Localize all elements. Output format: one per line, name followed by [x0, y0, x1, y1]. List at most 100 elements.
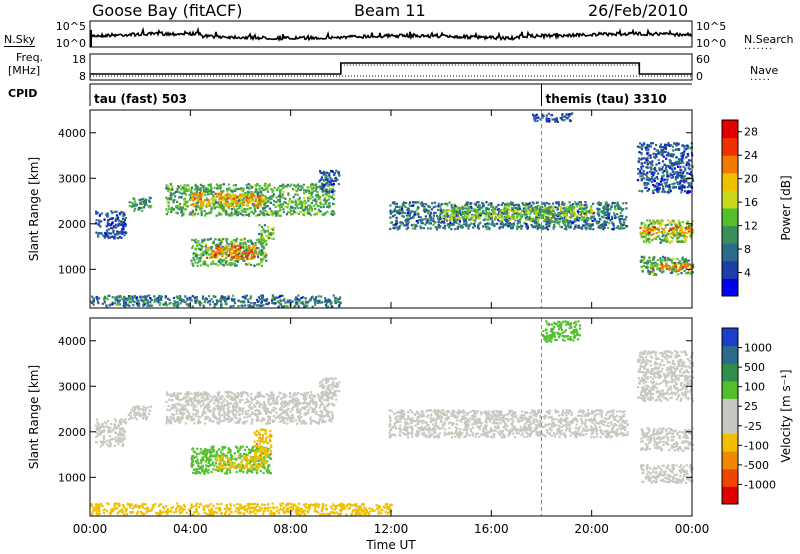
data-cell [286, 299, 289, 302]
data-cell [190, 196, 193, 199]
data-cell [462, 218, 465, 221]
data-cell [196, 185, 199, 188]
data-cell [267, 234, 270, 237]
data-cell [568, 226, 571, 229]
data-cell [227, 254, 230, 257]
data-cell [465, 213, 468, 216]
data-cell [266, 205, 269, 208]
data-cell [562, 207, 565, 210]
data-cell [199, 194, 202, 197]
data-cell [179, 206, 182, 209]
data-cell [672, 267, 675, 271]
data-cell [230, 201, 234, 204]
data-cell [306, 187, 309, 191]
data-cell [110, 430, 113, 433]
data-cell [282, 211, 285, 214]
data-cell [271, 294, 274, 297]
data-cell [650, 222, 653, 225]
data-cell [674, 270, 677, 273]
data-cell [322, 203, 325, 206]
data-cell [499, 214, 502, 217]
data-cell [167, 201, 170, 204]
data-cell [429, 219, 432, 222]
data-cell [418, 219, 421, 222]
data-cell [687, 162, 690, 165]
data-cell [277, 195, 280, 198]
data-cell [267, 200, 271, 203]
data-cell [234, 193, 237, 196]
data-cell [571, 221, 574, 225]
data-cell [228, 214, 231, 217]
data-cell [315, 202, 318, 205]
data-cell [662, 228, 665, 231]
data-cell [95, 431, 98, 434]
data-cell [532, 202, 535, 205]
data-cell [179, 207, 182, 210]
data-cell [141, 209, 144, 212]
data-cell [686, 190, 689, 193]
data-cell [319, 198, 322, 201]
data-cell [585, 223, 589, 226]
data-cell [523, 210, 526, 213]
data-cell [658, 169, 661, 172]
data-cell [463, 211, 466, 214]
data-cell [143, 412, 146, 415]
data-cell [433, 201, 436, 204]
data-cell [648, 265, 651, 268]
data-cell [328, 191, 331, 194]
data-cell [197, 212, 200, 216]
data-cell [134, 405, 137, 409]
data-cell [560, 215, 563, 218]
data-cell [528, 215, 531, 219]
data-cell [128, 418, 131, 421]
data-cell [516, 212, 519, 215]
data-cell [643, 240, 647, 244]
data-cell [398, 212, 401, 215]
data-cell [326, 179, 329, 182]
data-cell [219, 187, 222, 190]
data-cell [432, 219, 435, 222]
data-cell [637, 168, 640, 171]
data-cell [196, 261, 199, 264]
data-cell [677, 165, 680, 168]
data-cell [127, 299, 130, 302]
data-cell [304, 208, 307, 211]
data-cell [646, 259, 649, 262]
data-cell [295, 205, 298, 208]
data-cell [298, 196, 301, 199]
data-cell [259, 202, 262, 205]
data-cell [411, 227, 414, 230]
data-cell [294, 193, 297, 196]
data-cell [316, 190, 319, 194]
data-cell [501, 217, 504, 220]
data-cell [676, 176, 679, 179]
data-cell [491, 214, 494, 217]
data-cell [208, 204, 211, 207]
data-cell [567, 221, 570, 224]
data-cell [680, 152, 683, 155]
data-cell [326, 193, 329, 196]
data-cell [607, 216, 610, 219]
data-cell [583, 221, 586, 224]
data-cell [292, 209, 295, 212]
data-cell [238, 199, 241, 202]
data-cell [289, 299, 292, 302]
data-cell [466, 204, 469, 207]
data-cell [645, 158, 648, 161]
data-cell [142, 405, 145, 408]
data-cell [484, 223, 487, 226]
data-cell [521, 202, 524, 205]
data-cell [133, 407, 137, 411]
data-cell [653, 188, 656, 191]
data-cell [393, 202, 396, 205]
data-cell [205, 212, 208, 215]
data-cell [585, 210, 588, 213]
data-cell [610, 217, 614, 221]
data-cell [249, 263, 253, 266]
data-cell [230, 211, 233, 214]
data-cell [541, 116, 544, 119]
data-cell [301, 186, 304, 189]
data-cell [115, 226, 118, 229]
data-cell [297, 206, 300, 210]
data-cell [641, 270, 644, 273]
